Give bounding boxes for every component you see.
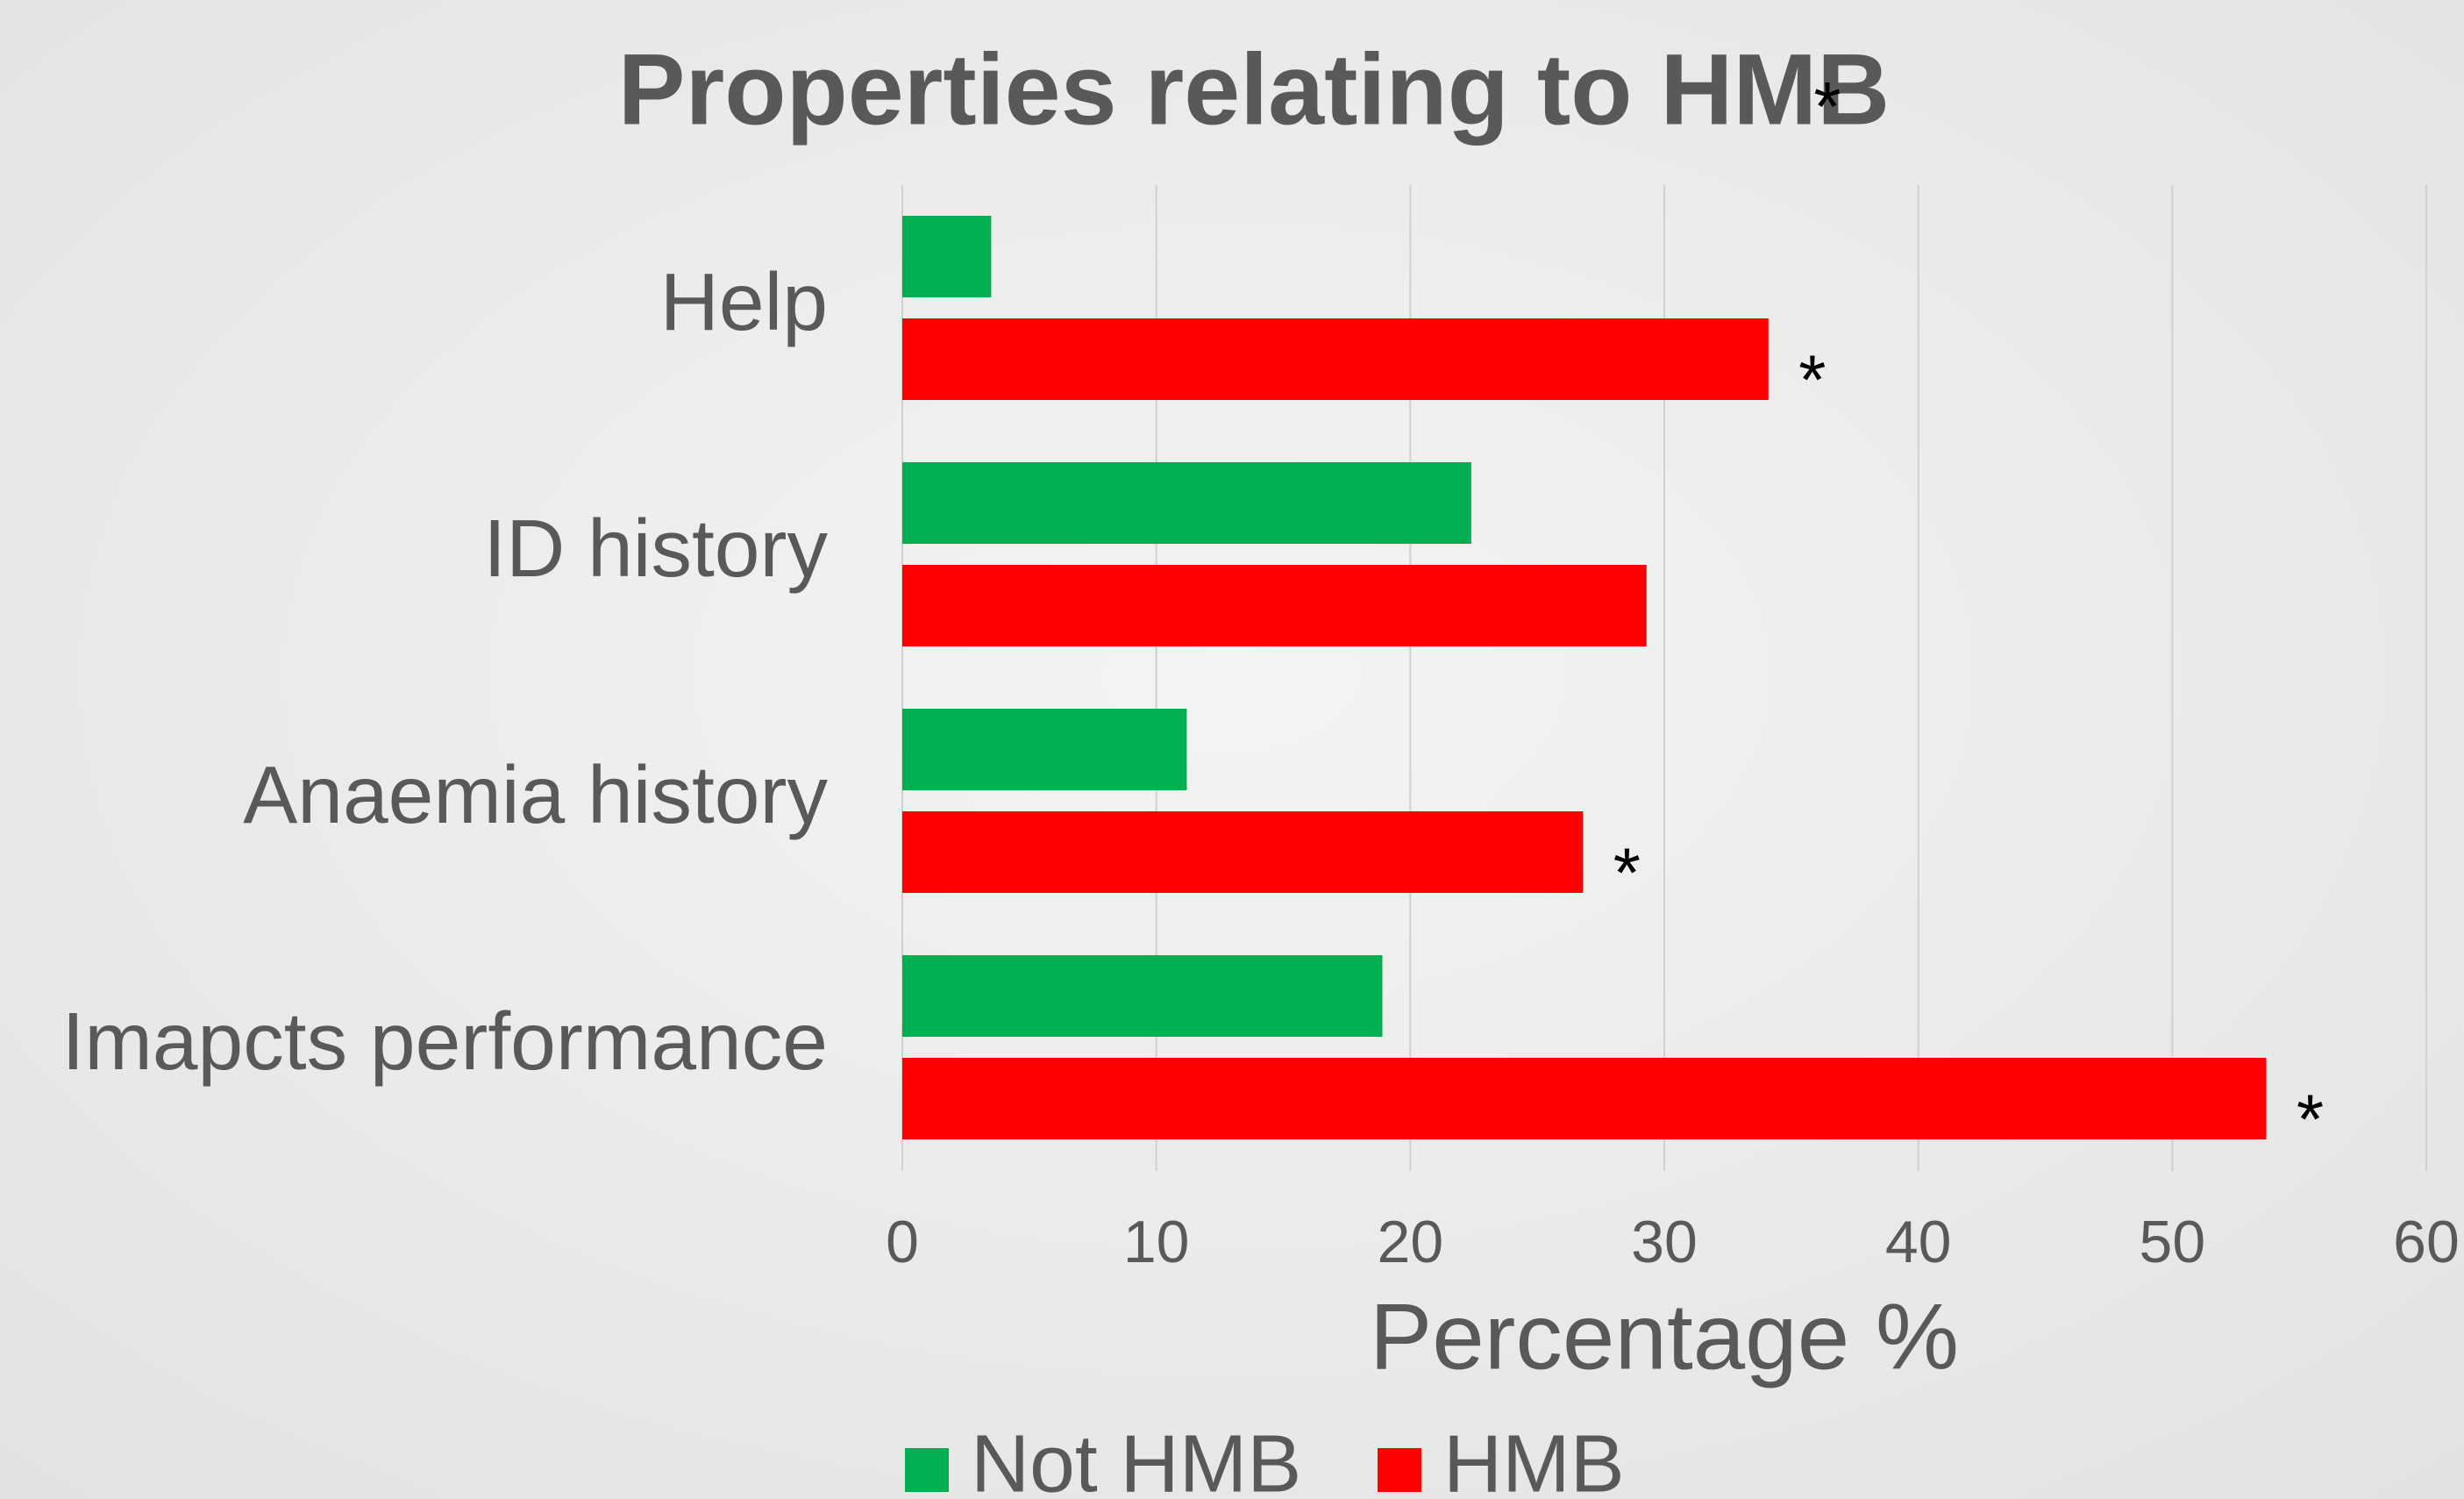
bar	[902, 462, 1471, 544]
chart: Properties relating to HMB * Percentage …	[0, 0, 2464, 1499]
legend-swatch	[1378, 1448, 1421, 1492]
legend-swatch	[905, 1448, 949, 1492]
annotation: *	[2297, 1081, 2324, 1159]
x-tick-label: 30	[1631, 1209, 1698, 1275]
x-tick-label: 50	[2140, 1209, 2206, 1275]
annotation: *	[1613, 834, 1641, 912]
x-tick-label: 10	[1123, 1209, 1190, 1275]
x-tick-label: 0	[886, 1209, 919, 1275]
annotation: *	[1813, 68, 1841, 146]
bar	[902, 216, 991, 297]
y-tick-label: ID history	[483, 503, 828, 594]
x-tick-label: 40	[1885, 1209, 1952, 1275]
bar	[902, 565, 1647, 646]
x-tick-label: 60	[2393, 1209, 2460, 1275]
bar	[902, 811, 1583, 893]
legend-label: Not HMB	[971, 1418, 1301, 1499]
bar	[902, 318, 1769, 400]
y-tick-label: Imapcts performance	[61, 996, 828, 1087]
legend-label: HMB	[1443, 1418, 1625, 1499]
x-tick-label: 20	[1378, 1209, 1444, 1275]
bar	[902, 709, 1186, 790]
bar	[902, 1058, 2267, 1139]
y-tick-label: Anaemia history	[243, 749, 828, 840]
annotation: *	[1798, 341, 1826, 419]
y-tick-label: Help	[660, 256, 828, 347]
chart-title: Properties relating to HMB	[618, 33, 1890, 146]
x-axis-label: Percentage %	[1370, 1283, 1959, 1388]
bar	[902, 955, 1382, 1037]
